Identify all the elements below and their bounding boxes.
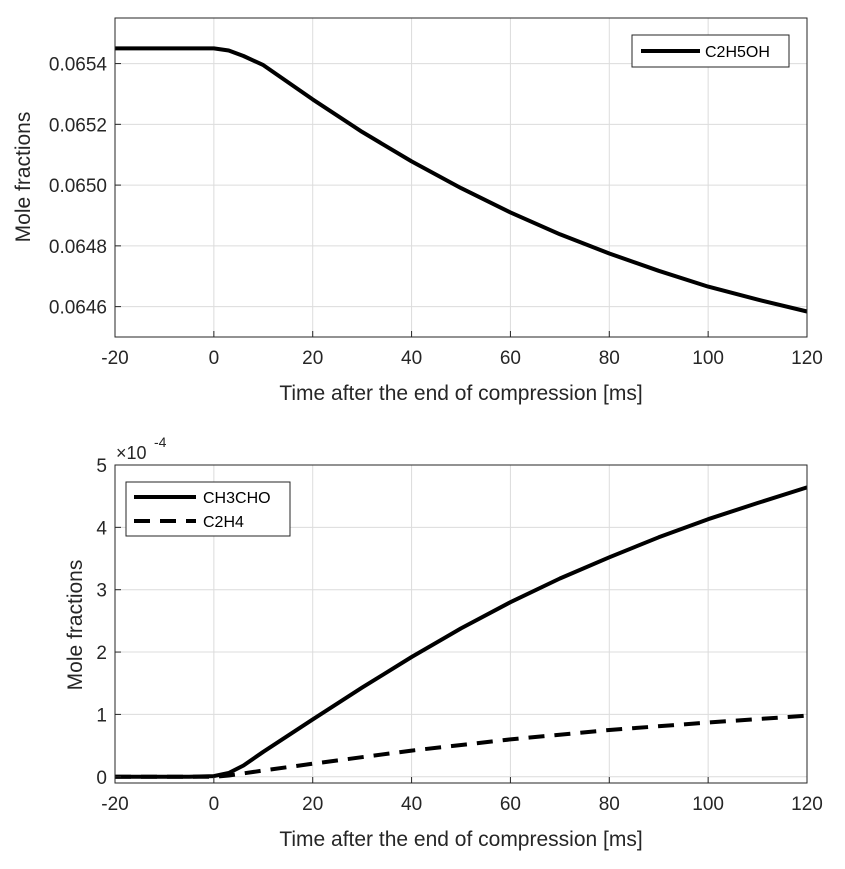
bottom-legend-label-c2h4: C2H4 [203, 514, 244, 531]
bottom-xtick-label: 100 [692, 794, 724, 815]
bottom-series-c2h4 [115, 713, 808, 779]
top-ytick-label: 0.0654 [49, 55, 108, 76]
top-xtick-label: 0 [209, 348, 220, 369]
top-ytick-labels: 0.0646 0.0648 0.0650 0.0652 0.0654 [49, 55, 108, 319]
top-grid [115, 18, 807, 337]
bottom-ytick-label: 0 [96, 768, 107, 789]
top-xtick-label: 120 [791, 348, 823, 369]
bottom-ytick-label: 1 [96, 705, 107, 726]
top-legend: C2H5OH [631, 34, 790, 68]
top-x-axis-label: Time after the end of compression [ms] [279, 382, 642, 405]
top-series-group [115, 46, 808, 314]
bottom-y-axis-label: Mole fractions [64, 560, 87, 691]
exponent-power: -4 [154, 434, 167, 450]
bottom-legend-box [125, 481, 291, 537]
bottom-xtick-label: -20 [101, 794, 128, 815]
bottom-xtick-label: 120 [791, 794, 823, 815]
bottom-x-axis-label: Time after the end of compression [ms] [279, 828, 642, 851]
top-xtick-label: 20 [302, 348, 323, 369]
bottom-xtick-label: 60 [500, 794, 521, 815]
bottom-legend-label-ch3cho: CH3CHO [203, 490, 271, 507]
bottom-xtick-label: 80 [599, 794, 620, 815]
top-xtick-label: 100 [692, 348, 724, 369]
bottom-axes-frame [114, 464, 808, 784]
top-ytick-label: 0.0646 [49, 298, 107, 319]
top-y-axis-label: Mole fractions [12, 112, 35, 243]
top-ytick-label: 0.0650 [49, 176, 107, 197]
bottom-xtick-label: 0 [209, 794, 220, 815]
top-axes-frame [114, 17, 808, 338]
bottom-subplot: -20 0 20 40 60 80 100 120 0 1 2 3 4 5 Time after the… [64, 434, 823, 851]
bottom-series-group [115, 485, 808, 779]
bottom-xtick-labels: -20 0 20 40 60 80 100 120 [101, 794, 823, 815]
bottom-ytick-label: 4 [96, 518, 107, 539]
top-ytick-label: 0.0652 [49, 115, 107, 136]
bottom-ytick-label: 3 [96, 581, 107, 602]
top-subplot: -20 0 20 40 60 80 100 120 0.06460.06480.06500.0… [12, 17, 823, 405]
bottom-ytick-label: 2 [96, 643, 107, 664]
top-xtick-labels: -20 0 20 40 60 80 100 120 [101, 348, 823, 369]
bottom-y-exponent: ×10 -4 [116, 434, 167, 463]
bottom-xtick-label: 20 [302, 794, 323, 815]
bottom-ytick-label: 5 [96, 456, 107, 477]
top-xtick-label: 60 [500, 348, 521, 369]
top-legend-label-c2h5oh: C2H5OH [705, 44, 770, 61]
bottom-ytick-labels: 0 1 2 3 4 5 [96, 456, 107, 789]
top-xtick-label: 80 [599, 348, 620, 369]
bottom-legend: CH3CHO C2H4 [125, 481, 291, 537]
bottom-xtick-label: 40 [401, 794, 422, 815]
exponent-base: ×10 [116, 443, 147, 463]
top-xtick-label: 40 [401, 348, 422, 369]
top-series-c2h5oh [115, 46, 808, 314]
top-ytick-label: 0.0648 [49, 237, 107, 258]
top-xtick-label: -20 [101, 348, 128, 369]
